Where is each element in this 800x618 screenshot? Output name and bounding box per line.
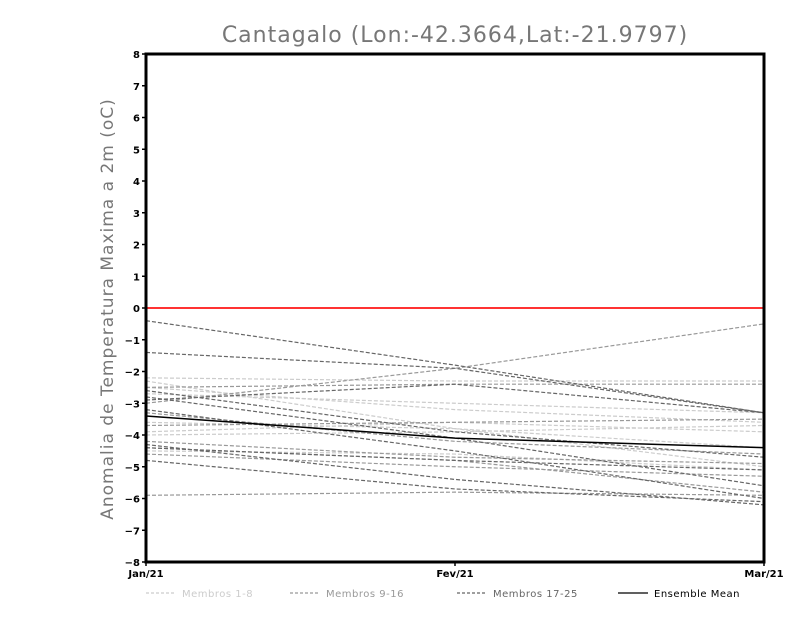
series-line-group1-member-3 — [145, 421, 765, 449]
y-tick-label: 4 — [133, 177, 140, 188]
y-tick-label: 7 — [133, 82, 140, 93]
legend-label: Membros 9-16 — [326, 589, 404, 600]
chart-title: Cantagalo (Lon:-42.3664,Lat:-21.9797) — [222, 23, 688, 48]
legend-label: Membros 17-25 — [493, 589, 578, 600]
series-line-group2-member-8 — [145, 491, 765, 496]
y-tick-label: −6 — [125, 495, 140, 506]
series-line-group3-member-1 — [145, 320, 765, 414]
x-tick-label: Fev/21 — [436, 569, 473, 580]
series-lines — [145, 307, 765, 506]
x-axis: Jan/21 Fev/21 Mar/21 — [127, 562, 784, 580]
ensemble-mean-line — [145, 415, 765, 449]
series-line-group2-member-3 — [145, 418, 765, 427]
series-line-group1-member-6 — [145, 393, 765, 414]
y-tick-label: −2 — [125, 368, 140, 379]
y-tick-label: 5 — [133, 145, 140, 156]
series-line-group3-member-6 — [145, 443, 765, 506]
legend-label: Membros 1-8 — [182, 589, 253, 600]
y-tick-label: −3 — [125, 399, 140, 410]
y-tick-label: 8 — [133, 50, 140, 61]
series-line-group3-member-2 — [145, 351, 765, 414]
y-tick-label: 1 — [133, 272, 140, 283]
y-tick-label: −4 — [125, 431, 140, 442]
y-axis: −8 −7 −6 −5 −4 −3 −2 −1 0 1 2 3 4 5 6 7 8 — [125, 50, 146, 569]
y-tick-label: −5 — [125, 463, 140, 474]
series-line-group3-member-4 — [145, 389, 765, 458]
y-tick-label: −8 — [125, 558, 140, 569]
x-tick-label: Jan/21 — [127, 569, 163, 580]
y-tick-label: 2 — [133, 241, 140, 252]
series-line-group1-member-1 — [145, 377, 764, 382]
y-tick-label: 3 — [133, 209, 140, 220]
series-line-group1-member-7 — [145, 424, 765, 436]
series-line-group3-member-8 — [145, 396, 765, 487]
y-axis-label: Anomalia de Temperatura Maxima a 2m (oC) — [98, 98, 118, 520]
legend: Membros 1-8 Membros 9-16 Membros 17-25 Ense… — [146, 589, 740, 600]
series-line-group2-member-2 — [145, 323, 765, 404]
y-tick-label: 0 — [133, 304, 140, 315]
legend-label: Ensemble Mean — [654, 589, 740, 600]
series-line-group3-member-9 — [145, 447, 765, 471]
series-line-group2-member-6 — [145, 412, 765, 455]
series-line-group2-member-4 — [145, 440, 765, 465]
series-line-group2-member-5 — [145, 453, 765, 477]
y-tick-label: −7 — [125, 526, 140, 537]
series-line-group3-member-3 — [145, 383, 765, 414]
plot-frame — [144, 52, 766, 564]
y-tick-label: 6 — [133, 114, 140, 125]
x-tick-label: Mar/21 — [744, 569, 783, 580]
series-line-group3-member-7 — [145, 459, 765, 503]
y-tick-label: −1 — [125, 336, 140, 347]
